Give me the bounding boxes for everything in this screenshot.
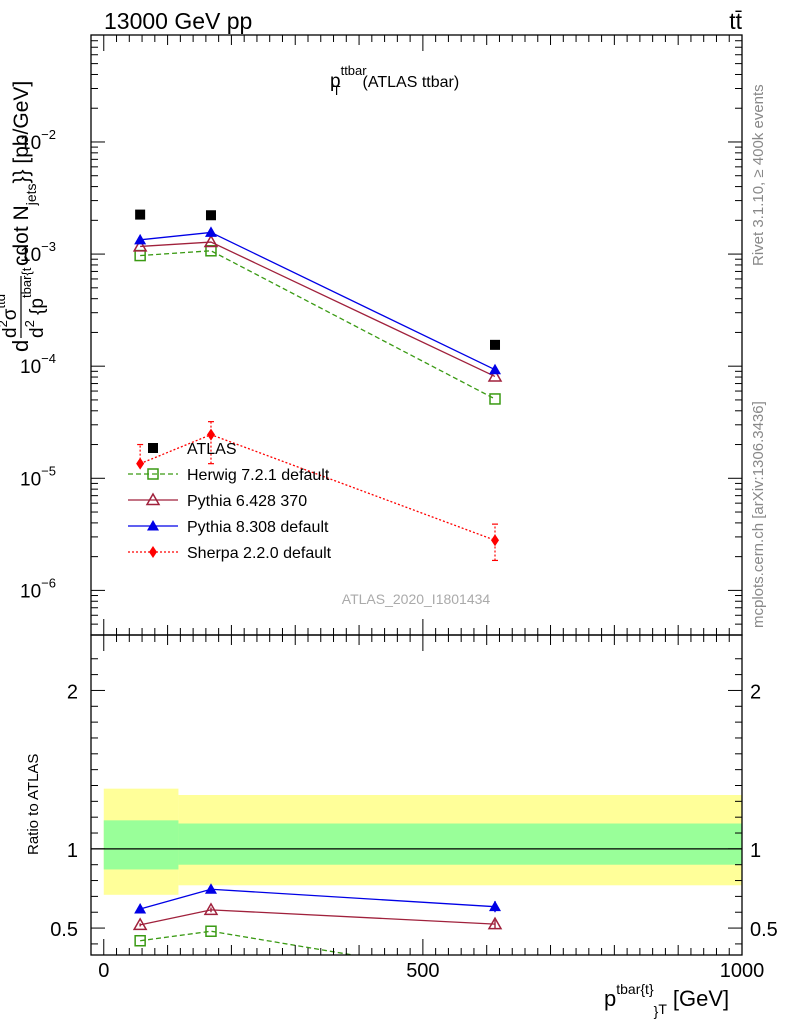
ratio-y-tick-label-right: 1 — [750, 840, 761, 862]
data-point — [203, 234, 219, 248]
series-line-pythia-6-428-370 — [140, 241, 496, 378]
main-y-axis-label: d d2σttd d2 {ptbar{t cdot Njets}} [pb/Ge… — [0, 81, 48, 352]
legend-marker — [148, 443, 158, 453]
ratio-y-tick-label-left: 2 — [67, 681, 78, 703]
data-point — [489, 393, 501, 405]
legend-marker — [145, 492, 161, 506]
legend-marker — [147, 520, 159, 531]
ratio-point — [487, 916, 503, 930]
x-tick-label: 500 — [406, 960, 439, 982]
ratio-y-tick-label-right: 0.5 — [750, 919, 778, 941]
ratio-y-tick-label-right: 2 — [750, 681, 761, 703]
data-point — [489, 363, 502, 375]
ratio-point — [489, 900, 502, 912]
ratio-y-axis-label: Ratio to ATLAS — [25, 754, 42, 855]
legend-label: Pythia 6.428 370 — [187, 493, 307, 510]
ratio-point — [132, 917, 148, 931]
series-line-herwig-7-2-1-default — [140, 250, 496, 400]
mcplots-label: mcplots.cern.ch [arXiv:1306.3436] — [750, 401, 767, 628]
data-point — [205, 245, 217, 257]
ratio-panel-ticks: 0.5 0.5 1 1 2 2 0 500 1000 — [50, 635, 778, 982]
legend-entry: Sherpa 2.2.0 default — [128, 545, 332, 562]
ratio-point — [134, 934, 146, 947]
legend-entry: Pythia 6.428 370 — [128, 492, 307, 510]
data-point — [491, 534, 500, 547]
x-tick-label: 0 — [98, 960, 109, 982]
y-tick-label: 10−2 — [20, 127, 56, 154]
data-point — [205, 210, 216, 221]
legend-label: Sherpa 2.2.0 default — [187, 545, 332, 562]
inner-uncertainty-band — [178, 823, 742, 865]
analysis-watermark: ATLAS_2020_I1801434 — [342, 591, 491, 607]
series-line-pythia-8-308-default — [140, 231, 496, 371]
data-point — [136, 457, 145, 470]
legend-entry: ATLAS — [148, 441, 237, 458]
ratio-point — [205, 925, 217, 937]
x-tick-label: 1000 — [720, 960, 765, 982]
legend-entry: Pythia 8.308 default — [128, 519, 329, 536]
data-point — [490, 339, 501, 350]
ratio-line-pythia-8-308-default — [139, 888, 496, 910]
ratio-y-tick-label-left: 1 — [67, 840, 78, 862]
legend-entry: Herwig 7.2.1 default — [128, 467, 330, 484]
inner-uncertainty-band — [103, 820, 179, 870]
data-point — [487, 368, 503, 382]
header-ttbar: tt̄ — [729, 8, 742, 34]
ratio-panel-frame — [90, 634, 743, 956]
ratio-point — [204, 883, 217, 894]
y-tick-label: 10−3 — [20, 239, 56, 266]
main-panel-series — [132, 209, 503, 562]
data-point — [134, 233, 147, 245]
svg-text:d: d — [8, 340, 33, 352]
data-point — [132, 238, 148, 252]
data-point — [135, 209, 146, 220]
y-tick-label: 10−5 — [20, 463, 56, 490]
y-tick-label: 10−4 — [20, 351, 56, 378]
y-tick-label: 10−6 — [20, 575, 56, 602]
ratio-panel-series — [132, 883, 503, 955]
main-title: pttbar T (ATLAS ttbar) — [330, 63, 459, 98]
data-point — [206, 428, 215, 441]
legend: ATLAS Herwig 7.2.1 default Pythia 6.428 37… — [128, 441, 332, 562]
rivet-version-label: Rivet 3.1.10, ≥ 400k events — [750, 84, 767, 266]
legend-marker — [147, 468, 159, 480]
ratio-point — [203, 902, 219, 916]
legend-label: Pythia 8.308 default — [187, 519, 329, 536]
ratio-point — [134, 903, 147, 914]
legend-label: ATLAS — [187, 441, 237, 458]
legend-marker — [149, 546, 157, 558]
x-axis-label: ptbar{t}}T [GeV] — [604, 981, 729, 1019]
ratio-line-pythia-6-428-370 — [140, 909, 496, 926]
svg-text:d2σttd: d2σttd — [0, 294, 21, 338]
svg-text:cdot Njets}} [pb/GeV]: cdot Njets}} [pb/GeV] — [10, 81, 39, 266]
svg-text:d2 {ptbar{t: d2 {ptbar{t — [19, 267, 48, 338]
main-panel-ticks: 10−6 10−5 10−4 10−3 10−2 — [20, 34, 743, 636]
ratio-y-tick-label-left: 0.5 — [50, 919, 78, 941]
data-point — [204, 226, 217, 237]
header-process: 13000 GeV pp — [104, 8, 252, 34]
ratio-panel-uncertainty-bands — [103, 788, 742, 895]
legend-label: Herwig 7.2.1 default — [187, 467, 330, 484]
